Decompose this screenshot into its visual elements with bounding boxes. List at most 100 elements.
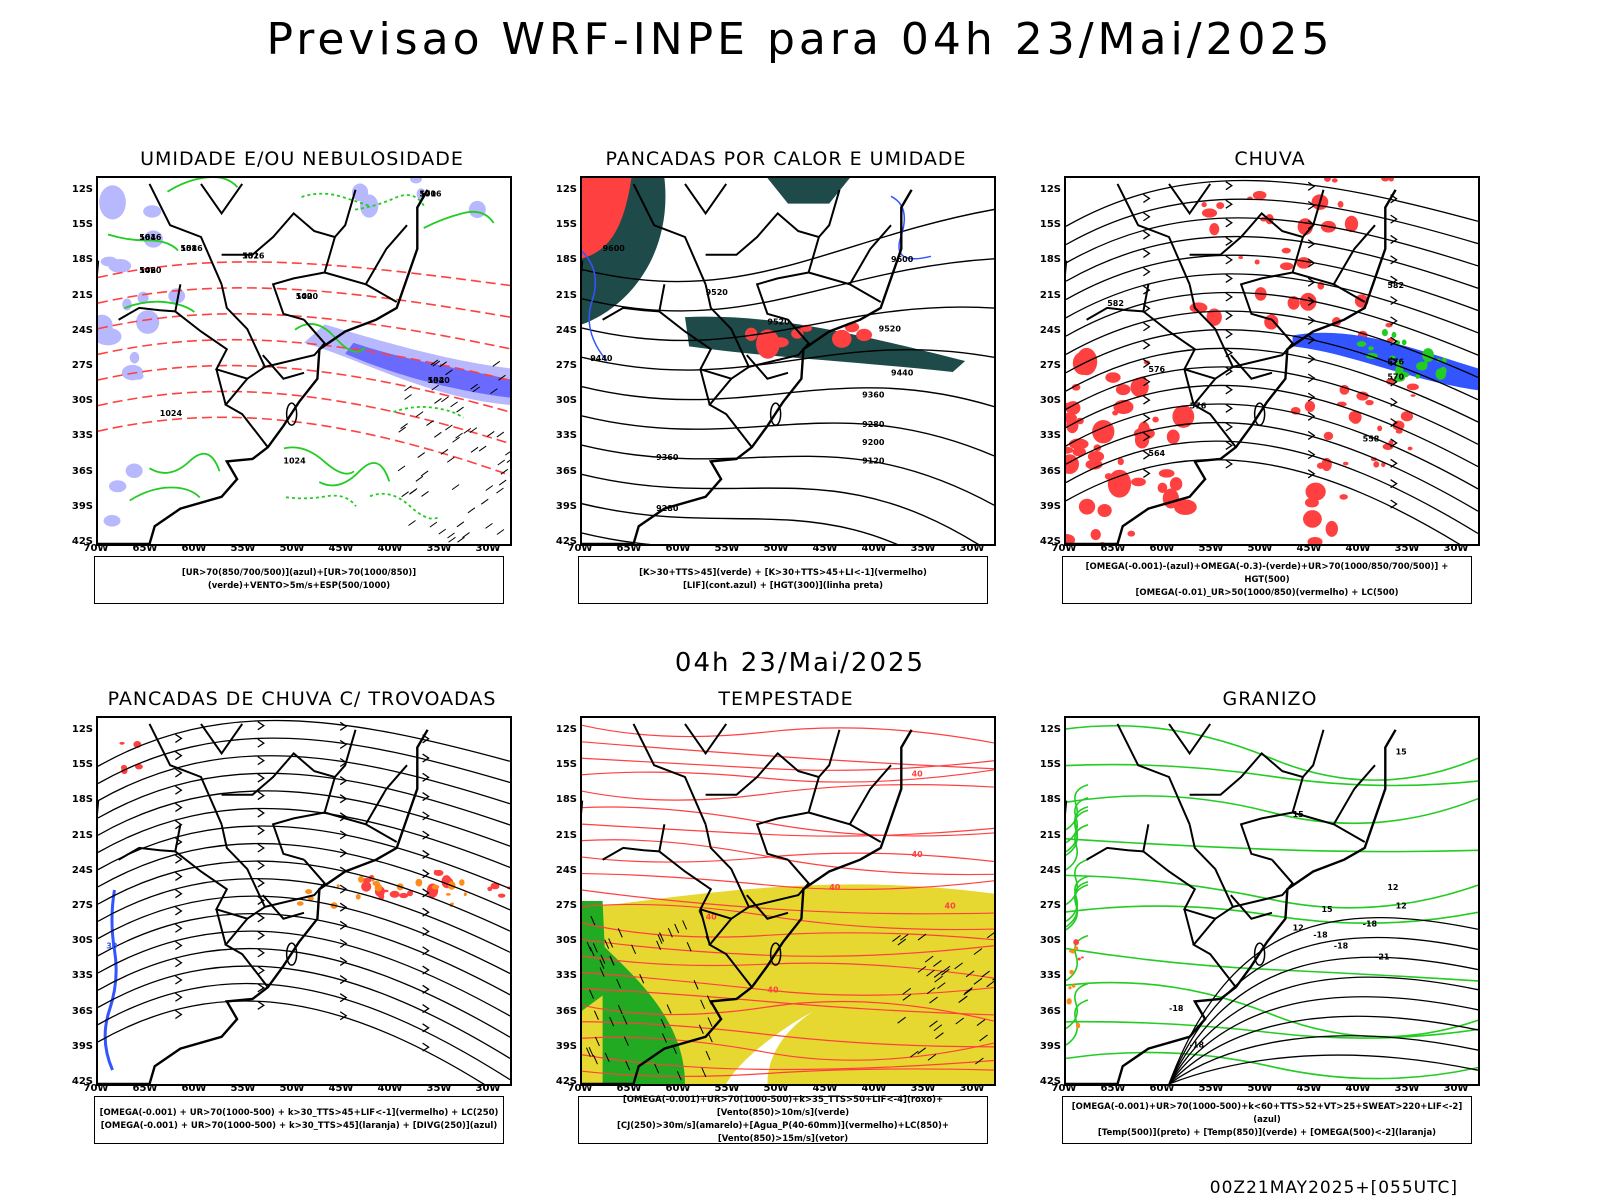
omega-area-orange (1075, 1022, 1081, 1029)
cloud-patch (364, 209, 373, 217)
streamline-850 (582, 903, 994, 931)
flow-arrow (1390, 377, 1398, 387)
cloud-patch (108, 258, 132, 273)
storm-area (487, 886, 493, 892)
flow-arrow (422, 792, 430, 802)
cloud-patch (129, 351, 140, 364)
streamline (1066, 179, 1478, 227)
wind-vector (662, 1033, 667, 1043)
cloud-patch (143, 205, 162, 218)
political-border (1116, 183, 1191, 285)
contour-line (98, 364, 510, 413)
hgt300-contour (582, 444, 994, 506)
wind-vector (617, 1004, 623, 1015)
wind-vector (496, 529, 505, 535)
map-area: 582 582 576 576 576 570 564 558 (1064, 176, 1480, 546)
latitude-label: 36S (71, 465, 93, 477)
flow-arrow (1225, 218, 1233, 228)
divergence-contour (103, 889, 118, 1071)
political-border (1142, 284, 1216, 380)
latitude-label: 39S (555, 1040, 577, 1052)
latitude-label: 39S (555, 500, 577, 512)
rain-area (1279, 262, 1294, 271)
panel-trovoadas: PANCADAS DE CHUVA C/ TROVOADAS 30 12S 15S 18… (72, 688, 594, 1168)
contour-label: 1020 (139, 266, 162, 275)
streamline (1066, 384, 1478, 468)
wind-vector (470, 446, 479, 453)
latitude-label: 18S (1039, 794, 1061, 806)
wind-vector (926, 987, 936, 995)
wind-vector (964, 987, 973, 994)
flow-arrow (1390, 316, 1398, 326)
rain-area (1337, 200, 1344, 208)
wind-vector (586, 1047, 591, 1057)
contour-label: 9440 (891, 369, 914, 378)
wind-vector (941, 965, 951, 973)
flow-arrow (1307, 277, 1316, 287)
longitude-label: 65W (132, 543, 158, 554)
legend-line: [LIF](cont.azul) + [HGT(300)](linha pret… (682, 581, 884, 591)
coastline (582, 189, 913, 544)
flow-arrow (1143, 395, 1151, 405)
wind-vector (472, 386, 481, 393)
rain-area (1365, 399, 1374, 406)
green-contour (369, 492, 441, 520)
contour-line (98, 390, 510, 445)
rain-area (1115, 384, 1131, 396)
flow-arrow (422, 772, 430, 782)
panel-pancadas-calor: PANCADAS POR CALOR E UMIDADE 9600 9600 9520… (556, 148, 1078, 628)
coastline (582, 729, 913, 1084)
flow-arrow (1143, 340, 1151, 350)
contour-label: 12 (1387, 883, 1398, 892)
streamline-850 (582, 1068, 994, 1078)
rain-area (1117, 457, 1124, 466)
longitude-label: 65W (1100, 543, 1126, 554)
latitude-label: 12S (1039, 724, 1061, 735)
contour-label: -18 (1334, 942, 1349, 951)
wind-vector (590, 915, 596, 926)
flow-arrow (1225, 255, 1233, 265)
streamline (98, 895, 510, 975)
legend-line: [Temp(500)](preto) + [Temp(850)](verde) … (1097, 1127, 1437, 1138)
wind-vector (609, 955, 615, 966)
main-title: Previsao WRF-INPE para 04h 23/Mai/2025 (266, 14, 1334, 65)
flow-arrow (257, 1000, 265, 1010)
map-area: 15 15 15 12 12 -18 -18 -21 -18 -18 -18 12 (1064, 716, 1480, 1086)
wind-vector (599, 959, 605, 969)
flow-arrow (339, 993, 348, 1003)
flow-arrow (339, 938, 348, 948)
wind-vector (654, 1063, 660, 1074)
flow-arrow (1307, 315, 1316, 326)
temp500-contour (1168, 996, 1478, 1084)
hgt300-contour (582, 503, 898, 544)
contour-label: 558 (180, 244, 197, 253)
rain-area (1281, 247, 1291, 254)
flow-arrow (1143, 322, 1151, 332)
flow-arrow (257, 843, 265, 853)
flow-arrow (1390, 295, 1398, 306)
legend-line: [OMEGA(-0.001) + UR>70(1000-500) + k>30_… (100, 1121, 498, 1131)
streamline (1066, 459, 1461, 544)
longitude-label: 35W (426, 543, 452, 554)
wind-vector (492, 360, 501, 367)
hgt300-contour (582, 348, 994, 371)
rain-area (1087, 451, 1105, 462)
streamline (98, 737, 510, 785)
wind-vector (975, 1057, 984, 1065)
map-area: 30 (96, 716, 512, 1086)
panel-legend: [OMEGA(-0.001)+UR>70(1000-500)+k<60+TTS>… (1062, 1096, 1472, 1144)
contour-label: 552 (242, 252, 259, 261)
flow-arrow (1143, 267, 1151, 277)
contour-label: 1016 (242, 252, 265, 261)
longitude-label: 60W (1149, 543, 1175, 554)
omega-area (1077, 957, 1081, 961)
storm-area-orange (445, 892, 451, 896)
streamline-850 (582, 1021, 994, 1048)
storm-area-orange (310, 897, 314, 900)
political-border (684, 723, 728, 756)
wind-vector (445, 424, 453, 431)
latitude-label: 18S (555, 794, 577, 806)
contour-label: 564 (139, 233, 156, 242)
storm-area-orange (336, 884, 340, 888)
temp500-contour (1168, 976, 1478, 1084)
